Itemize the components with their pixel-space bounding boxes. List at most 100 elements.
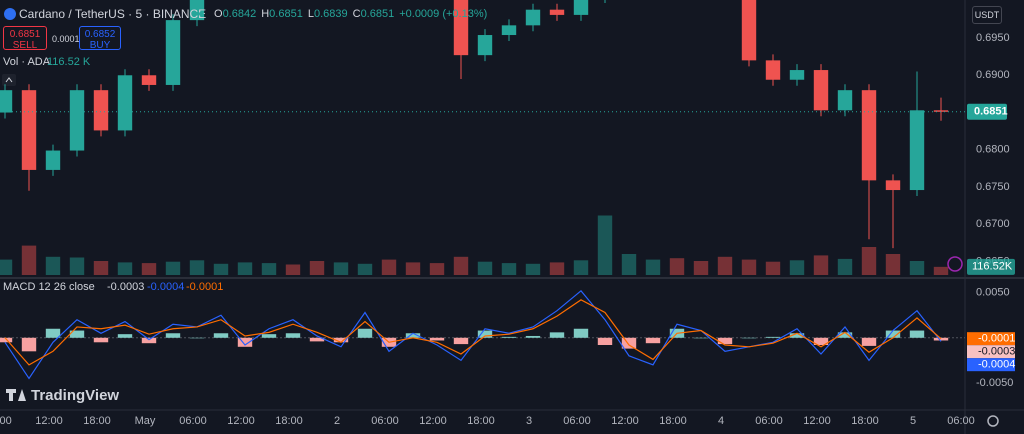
y-tick-label: -0.0050 xyxy=(976,377,1013,389)
volume-bar xyxy=(525,263,541,275)
x-tick-label: 06:00 xyxy=(563,415,591,427)
volume-bar xyxy=(909,261,925,275)
volume-bar xyxy=(309,261,325,275)
last-price-tag xyxy=(967,103,1007,120)
volume-bar xyxy=(45,256,61,275)
candle-body xyxy=(549,9,565,15)
macd-histogram-bar xyxy=(693,337,709,339)
candles xyxy=(0,0,949,249)
volume-bar xyxy=(933,266,949,275)
x-tick-label: 18:00 xyxy=(83,415,111,427)
volume-bar xyxy=(717,256,733,275)
ohlc-change: +0.0009 (+0.13%) xyxy=(399,8,488,20)
macd-value-label: -0.0001 xyxy=(978,333,1015,345)
macd-value-tag xyxy=(967,345,1015,359)
volume-bars xyxy=(0,215,949,275)
macd-signal-value: -0.0001 xyxy=(186,281,224,293)
macd-histogram-bar xyxy=(597,337,613,345)
candle-body xyxy=(885,180,901,191)
candle-body xyxy=(93,90,109,131)
macd-value-label: -0.0003 xyxy=(978,346,1015,358)
macd-hist-value: -0.0003 xyxy=(107,281,145,293)
volume-bar xyxy=(765,261,781,275)
volume-bar xyxy=(285,264,301,275)
macd-histogram-bar xyxy=(69,330,85,338)
macd-histogram-bar xyxy=(0,337,13,343)
volume-bar xyxy=(741,259,757,275)
x-tick-label: 12:00 xyxy=(611,415,639,427)
volume-title: Vol · ADA xyxy=(3,56,51,68)
macd-histogram-bar xyxy=(765,336,781,338)
macd-histogram-bar xyxy=(117,334,133,338)
macd-value-tag xyxy=(967,332,1015,346)
y-tick-label: 0.6800 xyxy=(976,144,1010,156)
sell-label: SELL xyxy=(12,40,38,51)
macd-histogram-bar xyxy=(717,337,733,345)
volume-bar xyxy=(357,263,373,275)
y-tick-label: 0.6900 xyxy=(976,69,1010,81)
logo-text: TradingView xyxy=(31,387,120,404)
candle-body xyxy=(45,150,61,170)
volume-tag xyxy=(967,258,1015,275)
macd-histogram-bar xyxy=(933,337,949,341)
x-tick-label: 2 xyxy=(334,415,340,427)
volume-bar xyxy=(189,260,205,275)
candle-body xyxy=(189,0,205,21)
currency-button[interactable]: USDT xyxy=(972,6,1002,24)
macd-histogram-bar xyxy=(645,337,661,344)
macd-title: MACD 12 26 close xyxy=(3,281,95,293)
ohlc-key: L xyxy=(307,8,314,20)
macd-histogram-bar xyxy=(141,337,157,344)
x-tick-label: 06:00 xyxy=(371,415,399,427)
candle-body xyxy=(789,70,805,80)
volume-bar xyxy=(477,261,493,275)
macd-histogram-bar xyxy=(45,328,61,338)
ohlc-key: C xyxy=(352,8,361,20)
macd-histogram-bar xyxy=(549,332,565,338)
macd-histogram-bar xyxy=(21,337,37,352)
volume-bar xyxy=(93,261,109,275)
last-price-label: 0.6851 xyxy=(974,106,1008,118)
macd-histogram-bar xyxy=(837,332,853,338)
candle-body xyxy=(741,0,757,61)
symbol-title[interactable]: Cardano / TetherUS · 5 · BINANCE xyxy=(19,7,207,21)
macd-histogram-bar xyxy=(453,337,469,345)
volume-bar xyxy=(693,261,709,275)
volume-bar xyxy=(885,254,901,275)
macd-histogram-bar xyxy=(285,333,301,338)
candle-body xyxy=(69,90,85,151)
symbol-icon xyxy=(4,7,16,21)
macd-value-tag xyxy=(967,358,1015,372)
candle-body xyxy=(141,75,157,85)
candle-body xyxy=(501,25,517,36)
x-tick-label: 06:00 xyxy=(947,415,975,427)
volume-bar xyxy=(405,262,421,275)
volume-legend-value: 116.52 K xyxy=(47,56,91,68)
candle-body xyxy=(909,110,925,191)
buy-button[interactable]: 0.6852 BUY xyxy=(79,26,121,51)
y-tick-label: 0.0050 xyxy=(976,287,1010,299)
candle-body xyxy=(813,70,829,111)
alert-button[interactable] xyxy=(947,256,963,272)
x-tick-label: 3 xyxy=(526,415,532,427)
macd-histogram-bar xyxy=(213,333,229,338)
ohlc-key: H xyxy=(261,8,270,20)
sell-price: 0.6851 xyxy=(9,29,41,40)
candle-body xyxy=(453,0,469,56)
x-tick-label: 18:00 xyxy=(275,415,303,427)
x-tick-label: 12:00 xyxy=(419,415,447,427)
volume-bar xyxy=(621,254,637,275)
volume-bar xyxy=(789,260,805,275)
x-tick-label: 06:00 xyxy=(755,415,783,427)
sell-button[interactable]: 0.6851 SELL xyxy=(3,26,47,51)
macd-histogram-bar xyxy=(621,337,637,349)
ohlc-key: O xyxy=(214,8,223,20)
macd-histogram-bar xyxy=(165,333,181,338)
y-tick-label: 0.6950 xyxy=(976,32,1010,44)
settings-button[interactable] xyxy=(987,415,999,427)
macd-histogram-bar xyxy=(813,337,829,345)
logo-mark xyxy=(6,389,26,401)
collapse-button[interactable] xyxy=(2,74,16,86)
volume-bar xyxy=(453,256,469,275)
